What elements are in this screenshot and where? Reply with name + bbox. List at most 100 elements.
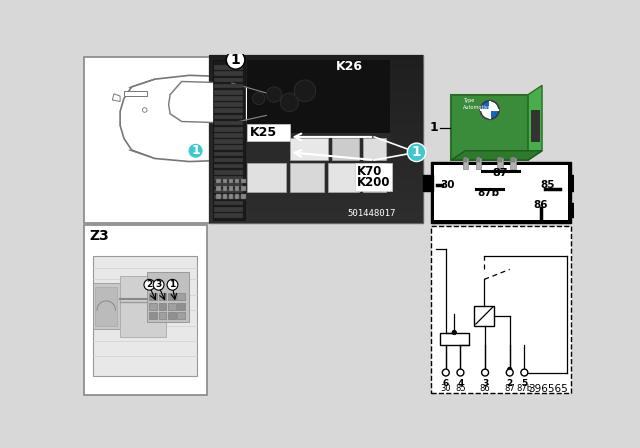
Bar xyxy=(214,84,243,88)
Bar xyxy=(159,303,166,310)
Bar xyxy=(474,306,494,326)
Bar xyxy=(214,121,243,125)
Bar xyxy=(531,110,539,141)
Bar xyxy=(214,195,243,199)
Text: 85: 85 xyxy=(455,384,466,393)
Bar xyxy=(209,87,422,89)
Bar xyxy=(216,194,221,198)
Bar xyxy=(247,60,390,133)
Circle shape xyxy=(481,102,498,118)
Bar xyxy=(214,72,243,76)
Bar xyxy=(451,95,528,160)
Bar xyxy=(235,186,239,191)
Bar xyxy=(168,303,175,310)
Bar xyxy=(209,133,422,135)
Text: Z3: Z3 xyxy=(90,228,109,242)
Bar xyxy=(147,271,189,322)
Bar xyxy=(209,121,422,124)
Bar xyxy=(168,293,175,300)
Bar xyxy=(209,189,422,191)
Bar xyxy=(209,179,422,181)
Bar xyxy=(209,186,422,189)
Bar xyxy=(212,60,245,220)
Bar xyxy=(209,216,422,219)
Bar xyxy=(476,159,481,169)
Bar xyxy=(209,110,422,112)
Circle shape xyxy=(480,100,500,120)
Circle shape xyxy=(407,143,426,162)
Bar xyxy=(216,186,221,191)
Bar xyxy=(363,163,386,192)
Bar xyxy=(209,161,422,163)
Text: 87: 87 xyxy=(492,168,508,178)
Bar xyxy=(427,56,572,395)
Bar xyxy=(209,159,422,161)
Bar xyxy=(209,172,422,175)
Bar xyxy=(209,82,422,85)
Bar xyxy=(209,156,422,159)
Bar xyxy=(498,157,502,162)
Circle shape xyxy=(506,369,513,376)
Bar xyxy=(177,303,185,310)
Bar xyxy=(477,157,481,162)
Bar xyxy=(168,313,175,319)
Polygon shape xyxy=(451,151,542,160)
Bar xyxy=(209,198,422,200)
Bar xyxy=(511,159,516,169)
Bar xyxy=(511,157,515,162)
Text: 1: 1 xyxy=(412,145,421,159)
Text: 1: 1 xyxy=(429,121,438,134)
Bar xyxy=(209,221,422,223)
Bar xyxy=(209,73,422,75)
Bar xyxy=(209,154,422,156)
Bar xyxy=(214,133,243,138)
Bar xyxy=(159,293,166,300)
Bar xyxy=(214,164,243,168)
Wedge shape xyxy=(490,102,498,110)
Bar xyxy=(209,151,422,154)
Bar xyxy=(209,163,422,165)
Bar xyxy=(431,226,572,392)
Bar xyxy=(209,165,422,168)
Bar xyxy=(214,151,243,156)
Bar xyxy=(241,194,246,198)
Text: 396565: 396565 xyxy=(529,384,568,394)
Bar xyxy=(209,105,422,108)
Bar xyxy=(209,89,422,91)
Bar xyxy=(241,178,246,183)
Bar xyxy=(228,194,234,198)
Circle shape xyxy=(294,80,316,102)
Bar xyxy=(209,193,422,195)
Bar xyxy=(355,163,392,191)
Text: 87b: 87b xyxy=(516,384,532,393)
Circle shape xyxy=(227,51,245,69)
Bar xyxy=(159,313,166,319)
Bar xyxy=(209,91,422,94)
Bar xyxy=(209,115,422,117)
Bar xyxy=(241,186,246,191)
Bar xyxy=(209,119,422,121)
Bar xyxy=(84,57,296,223)
Bar xyxy=(214,176,243,181)
Bar xyxy=(235,194,239,198)
Bar xyxy=(209,94,422,96)
Bar xyxy=(209,175,422,177)
Bar xyxy=(214,146,243,150)
Bar xyxy=(235,178,239,183)
Bar xyxy=(214,158,243,162)
Bar xyxy=(93,256,197,375)
Bar xyxy=(209,55,422,223)
Text: Type
Automotive: Type Automotive xyxy=(463,99,492,110)
Bar xyxy=(209,71,422,73)
Text: K26: K26 xyxy=(336,60,363,73)
Bar xyxy=(209,205,422,207)
Bar xyxy=(223,194,227,198)
Text: K70: K70 xyxy=(357,165,383,178)
Bar xyxy=(570,203,579,217)
Bar xyxy=(435,165,568,220)
Polygon shape xyxy=(528,85,542,160)
Bar xyxy=(209,117,422,119)
Bar xyxy=(209,101,422,103)
Bar xyxy=(95,287,117,326)
Bar xyxy=(149,303,157,310)
